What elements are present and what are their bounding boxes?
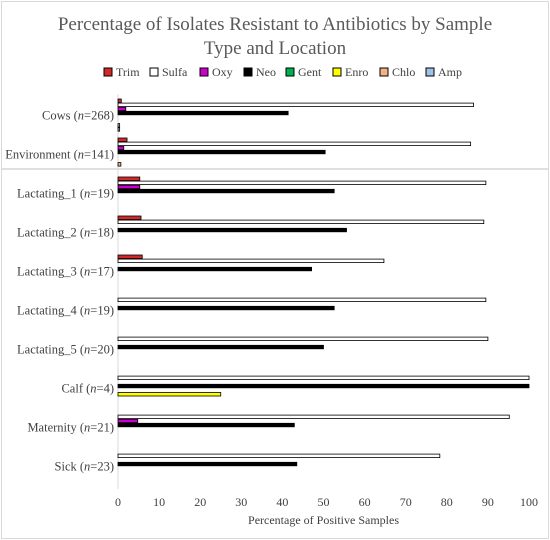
legend-swatch-trim	[103, 67, 113, 77]
legend-swatch-neo	[243, 67, 253, 77]
bar-lactating_1-oxy	[117, 184, 141, 190]
bar-calf-sulfa	[117, 375, 530, 381]
legend-label-trim: Trim	[116, 65, 140, 79]
category-label-lactating_1: Lactating_1 (n=19)	[17, 187, 114, 201]
x-tick-label-30: 30	[235, 495, 247, 509]
legend-swatch-enro	[332, 67, 342, 77]
chart-title-line-2: Type and Location	[204, 38, 347, 59]
x-tick-label-70: 70	[400, 495, 412, 509]
x-tick-label-60: 60	[359, 495, 371, 509]
legend-swatch-oxy	[199, 67, 209, 77]
bar-cows-oxy	[117, 106, 127, 112]
bar-environment-sulfa	[117, 141, 472, 147]
x-tick-label-0: 0	[115, 495, 121, 509]
bar-maternity-neo	[117, 422, 295, 428]
legend-label-enro: Enro	[345, 65, 368, 79]
bar-environment-neo	[117, 149, 326, 155]
bar-environment-oxy	[117, 145, 125, 151]
category-label-cows: Cows (n=268)	[42, 109, 114, 123]
bar-lactating_3-sulfa	[117, 258, 385, 264]
category-label-lactating_5: Lactating_5 (n=20)	[17, 343, 114, 357]
bar-lactating_5-sulfa	[117, 336, 489, 342]
legend-swatch-gent	[285, 67, 295, 77]
x-tick-label-20: 20	[194, 495, 206, 509]
legend-label-oxy: Oxy	[212, 65, 233, 79]
bar-lactating_1-sulfa	[117, 180, 487, 186]
bar-lactating_3-trim	[117, 254, 143, 259]
bar-lactating_5-neo	[117, 344, 324, 350]
bar-lactating_1-neo	[117, 188, 335, 194]
bar-environment-trim	[117, 137, 128, 142]
bar-cows-sulfa	[117, 102, 474, 107]
x-tick-label-80: 80	[441, 495, 453, 509]
bar-sick-neo	[117, 461, 298, 467]
legend-swatch-amp	[425, 67, 435, 77]
bar-cows-chlo	[117, 123, 121, 128]
x-tick-label-100: 100	[520, 495, 538, 509]
bar-calf-neo	[117, 383, 530, 389]
x-tick-label-50: 50	[318, 495, 330, 509]
bar-lactating_3-neo	[117, 266, 312, 272]
chart-title-line-1: Percentage of Isolates Resistant to Anti…	[58, 14, 492, 35]
bar-sick-sulfa	[117, 453, 441, 459]
category-label-lactating_2: Lactating_2 (n=18)	[17, 226, 114, 240]
bar-lactating_1-trim	[117, 176, 141, 181]
bar-cows-amp	[117, 127, 121, 132]
bar-maternity-sulfa	[117, 414, 510, 420]
legend-label-gent: Gent	[298, 65, 322, 79]
bar-environment-chlo	[117, 162, 122, 167]
category-label-lactating_3: Lactating_3 (n=17)	[17, 265, 114, 279]
bar-lactating_4-neo	[117, 305, 335, 311]
legend-label-chlo: Chlo	[392, 65, 415, 79]
bar-calf-enro	[117, 392, 222, 397]
x-tick-label-90: 90	[482, 495, 494, 509]
category-label-calf: Calf (n=4)	[61, 382, 114, 396]
category-label-lactating_4: Lactating_4 (n=19)	[17, 304, 114, 318]
bar-lactating_4-sulfa	[117, 297, 487, 303]
category-label-sick: Sick (n=23)	[55, 460, 114, 474]
bar-cows-neo	[117, 110, 289, 116]
bar-lactating_2-trim	[117, 215, 142, 220]
bar-maternity-oxy	[117, 418, 139, 424]
legend-label-neo: Neo	[256, 65, 276, 79]
legend-swatch-chlo	[379, 67, 389, 77]
legend-label-amp: Amp	[438, 65, 462, 79]
category-label-maternity: Maternity (n=21)	[27, 421, 114, 435]
x-tick-label-10: 10	[153, 495, 165, 509]
bar-lactating_2-sulfa	[117, 219, 485, 225]
legend-label-sulfa: Sulfa	[162, 65, 188, 79]
legend-swatch-sulfa	[149, 67, 159, 77]
category-label-environment: Environment (n=141)	[5, 148, 114, 162]
x-tick-label-40: 40	[276, 495, 288, 509]
bar-lactating_2-neo	[117, 227, 347, 233]
x-axis-title: Percentage of Positive Samples	[248, 513, 399, 527]
bar-cows-trim	[117, 98, 122, 103]
